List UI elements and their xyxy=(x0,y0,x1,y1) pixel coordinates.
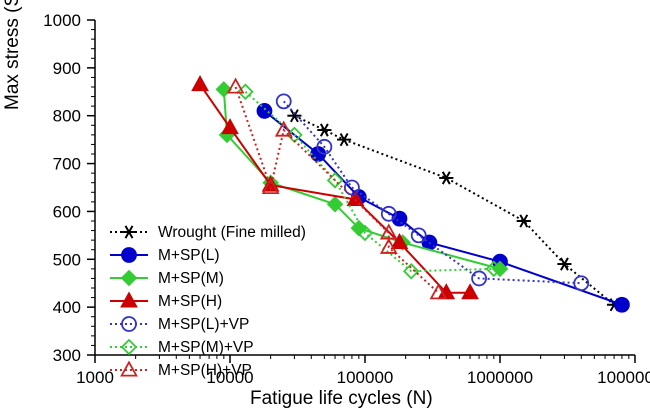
trend-line-3 xyxy=(200,85,470,293)
x-tick-label: 100000 xyxy=(337,368,394,387)
x-tick-label: 10000000 xyxy=(597,368,650,387)
series-group-5 xyxy=(238,85,500,278)
y-tick-label: 900 xyxy=(53,59,81,78)
y-axis-label: Max stress (S), MPa xyxy=(2,0,24,110)
legend-label-6: M+SP(H)+VP xyxy=(158,362,252,379)
series-group-1 xyxy=(257,104,628,312)
legend-label-3: M+SP(H) xyxy=(158,293,222,310)
y-tick-label: 600 xyxy=(53,202,81,221)
legend-label-1: M+SP(L) xyxy=(158,247,220,264)
y-tick-label: 300 xyxy=(53,346,81,365)
x-axis-label: Fatigue life cycles (N) xyxy=(250,388,433,410)
y-tick-label: 500 xyxy=(53,250,81,269)
chart-svg: 30040050060070080090010001000 10000 100000… xyxy=(0,0,650,409)
legend-label-5: M+SP(M)+VP xyxy=(158,339,254,356)
x-tick-label: 1000 xyxy=(76,368,114,387)
fatigue-chart: 300 400 500 600 700 800 900 1000 1000 10000 100000… xyxy=(0,0,650,409)
x-tick-label: 1000000 xyxy=(467,368,533,387)
series-group-4 xyxy=(277,94,589,290)
y-tick-label: 1000 xyxy=(43,11,81,30)
trend-line-4 xyxy=(284,101,582,283)
legend-label-2: M+SP(M) xyxy=(158,270,224,287)
trend-line-5 xyxy=(245,92,493,271)
y-tick-label: 400 xyxy=(53,298,81,317)
legend-label-4: M+SP(L)+VP xyxy=(158,316,249,333)
series-group-0 xyxy=(287,110,621,311)
legend-label-0: Wrought (Fine milled) xyxy=(158,224,306,241)
y-tick-label: 800 xyxy=(53,107,81,126)
y-tick-label: 700 xyxy=(53,155,81,174)
